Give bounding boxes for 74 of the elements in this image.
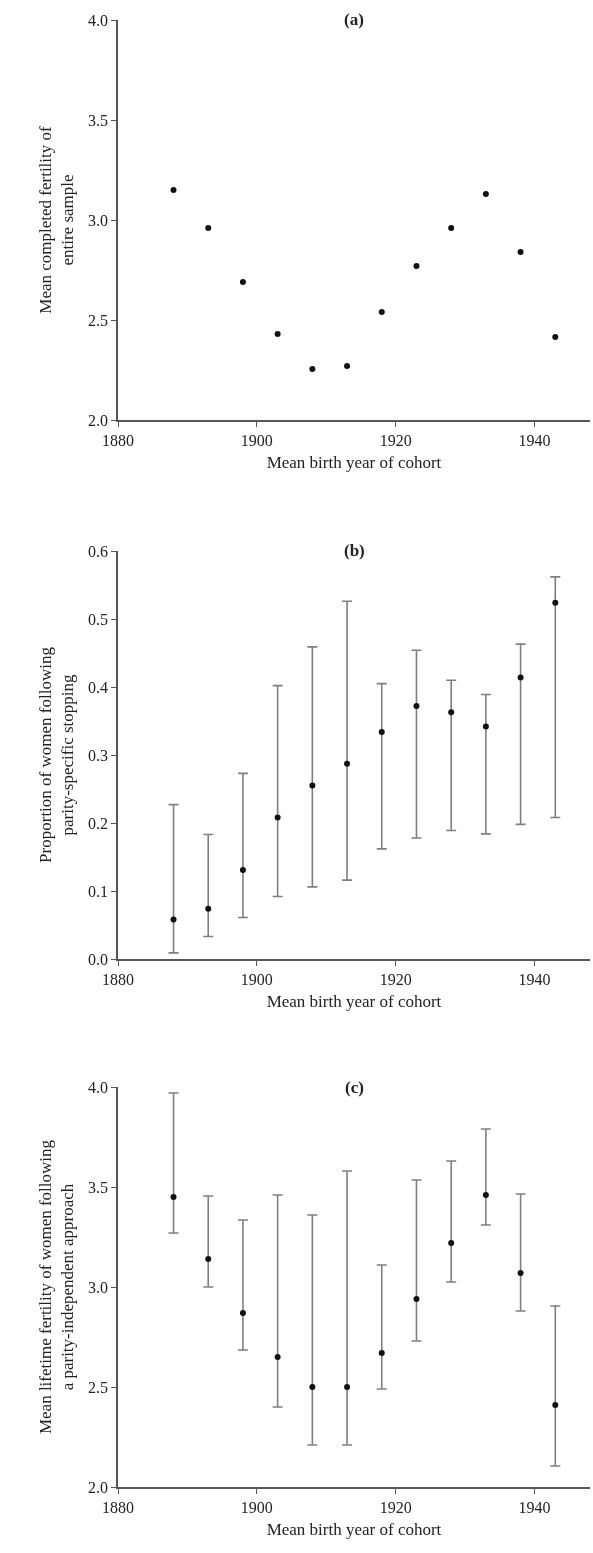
- y-tick-label: 2.5: [88, 1378, 109, 1396]
- point: [552, 1402, 559, 1408]
- x-tick-label: 1880: [102, 970, 134, 988]
- point: [274, 814, 281, 821]
- point: [378, 728, 385, 735]
- point: [205, 1256, 212, 1262]
- y-tick-label: 3.0: [88, 211, 109, 229]
- point: [517, 1270, 524, 1276]
- x-tick-label: 1900: [240, 431, 273, 449]
- y-tick-label: 2.0: [88, 1478, 109, 1496]
- point: [239, 279, 246, 285]
- y-tick-label: 4.0: [88, 11, 109, 29]
- point: [170, 1194, 177, 1200]
- x-tick-label: 1900: [240, 1498, 273, 1516]
- y-axis-title: Mean lifetime fertility of women following a parity-independent approach: [36, 1139, 78, 1435]
- y-tick-label: 2.5: [88, 311, 109, 329]
- y-tick-label: 0.0: [88, 950, 109, 968]
- y-tick-label: 3.5: [88, 111, 109, 129]
- chart-title: (b): [344, 541, 365, 560]
- x-axis-title: Mean birth year of cohort: [266, 452, 442, 472]
- point: [413, 263, 420, 269]
- point: [205, 905, 212, 912]
- x-tick-label: 1880: [102, 1498, 134, 1516]
- y-tick-label: 0.6: [88, 542, 109, 560]
- x-tick-label: 1920: [379, 1498, 412, 1516]
- point: [552, 334, 559, 340]
- point: [517, 674, 524, 681]
- point: [413, 703, 420, 710]
- point: [274, 331, 281, 337]
- point: [170, 916, 177, 923]
- x-tick-label: 1920: [379, 431, 412, 449]
- y-tick-label: 3.5: [88, 1178, 109, 1196]
- point: [413, 1296, 420, 1302]
- point: [482, 1192, 489, 1198]
- point: [274, 1354, 281, 1360]
- y-axis-title: Proportion of women following parity-specific stopping: [36, 646, 78, 863]
- x-tick-label: 1880: [102, 431, 134, 449]
- point: [482, 723, 489, 730]
- point: [205, 225, 212, 231]
- point: [378, 1350, 385, 1356]
- y-axis-title: Mean completed fertility of entire sample: [36, 125, 78, 314]
- point: [239, 1310, 246, 1316]
- y-tick-label: 0.5: [88, 610, 109, 628]
- point: [170, 187, 177, 193]
- x-tick-label: 1940: [518, 1498, 551, 1516]
- y-tick-label: 0.3: [88, 746, 109, 764]
- y-tick-label: 0.4: [88, 678, 109, 696]
- y-tick-label: 0.1: [88, 882, 109, 900]
- point: [309, 366, 316, 372]
- point: [448, 709, 455, 716]
- point: [239, 866, 246, 873]
- point: [448, 1240, 455, 1246]
- point: [448, 225, 455, 231]
- x-tick-label: 1940: [518, 431, 551, 449]
- y-tick-label: 2.0: [88, 411, 109, 429]
- chart-title: (c): [345, 1078, 364, 1097]
- y-tick-label: 0.2: [88, 814, 109, 832]
- y-tick-label: 3.0: [88, 1278, 109, 1296]
- point: [378, 309, 385, 315]
- y-tick-label: 4.0: [88, 1078, 109, 1096]
- x-tick-label: 1920: [379, 970, 412, 988]
- x-tick-label: 1900: [240, 970, 273, 988]
- x-tick-label: 1940: [518, 970, 551, 988]
- x-axis-title: Mean birth year of cohort: [266, 1519, 442, 1539]
- x-axis-title: Mean birth year of cohort: [266, 991, 442, 1011]
- point: [482, 191, 489, 197]
- point: [344, 363, 351, 369]
- point: [517, 249, 524, 255]
- point: [344, 760, 351, 767]
- chart-title: (a): [344, 10, 364, 29]
- point: [344, 1384, 351, 1390]
- point: [309, 1384, 316, 1390]
- point: [552, 599, 559, 606]
- point: [309, 782, 316, 789]
